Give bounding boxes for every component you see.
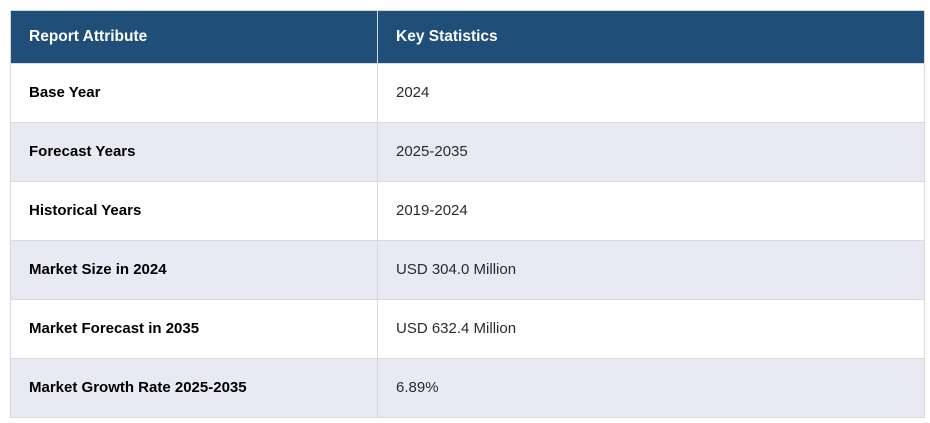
column-header-report-attribute: Report Attribute xyxy=(11,11,378,63)
table-row-market-forecast-2035: Market Forecast in 2035 USD 632.4 Millio… xyxy=(11,299,924,358)
value-cell: 2019-2024 xyxy=(396,202,468,219)
attribute-cell: Base Year xyxy=(11,64,378,122)
value-cell: 2024 xyxy=(396,84,430,101)
table-row-forecast-years: Forecast Years 2025-2035 xyxy=(11,122,924,181)
value-cell: USD 632.4 Million xyxy=(396,320,517,337)
attribute-cell: Market Forecast in 2035 xyxy=(11,300,378,358)
value-cell: 2025-2035 xyxy=(396,143,468,160)
attribute-cell: Forecast Years xyxy=(11,123,378,181)
column-header-key-statistics: Key Statistics xyxy=(396,27,498,45)
attribute-cell: Market Growth Rate 2025-2035 xyxy=(11,359,378,417)
value-cell: USD 304.0 Million xyxy=(396,261,517,278)
table-row-market-growth-rate: Market Growth Rate 2025-2035 6.89% xyxy=(11,358,924,417)
key-statistics-table: Report Attribute Key Statistics Base Yea… xyxy=(10,10,925,418)
table-header-row: Report Attribute Key Statistics xyxy=(11,11,924,63)
table-row-market-size-2024: Market Size in 2024 USD 304.0 Million xyxy=(11,240,924,299)
attribute-cell: Historical Years xyxy=(11,182,378,240)
attribute-cell: Market Size in 2024 xyxy=(11,241,378,299)
table-row-base-year: Base Year 2024 xyxy=(11,63,924,122)
table-row-historical-years: Historical Years 2019-2024 xyxy=(11,181,924,240)
value-cell: 6.89% xyxy=(396,379,439,396)
